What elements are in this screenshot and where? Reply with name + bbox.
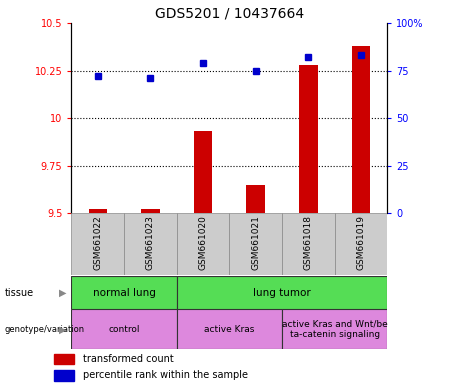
- Text: GSM661018: GSM661018: [304, 215, 313, 270]
- Text: ▶: ▶: [59, 324, 66, 334]
- Bar: [177, 213, 229, 275]
- Bar: [71, 276, 177, 309]
- Text: normal lung: normal lung: [93, 288, 155, 298]
- Title: GDS5201 / 10437664: GDS5201 / 10437664: [155, 7, 304, 20]
- Text: percentile rank within the sample: percentile rank within the sample: [83, 370, 248, 381]
- Text: active Kras: active Kras: [204, 325, 254, 334]
- Text: GSM661021: GSM661021: [251, 215, 260, 270]
- Text: control: control: [108, 325, 140, 334]
- Text: genotype/variation: genotype/variation: [5, 325, 85, 334]
- Text: ▶: ▶: [59, 288, 66, 298]
- Bar: [229, 213, 282, 275]
- Bar: [54, 370, 75, 381]
- Text: GSM661023: GSM661023: [146, 215, 155, 270]
- Bar: [282, 213, 335, 275]
- Bar: [54, 354, 75, 364]
- Text: GSM661022: GSM661022: [93, 215, 102, 270]
- Text: GSM661019: GSM661019: [356, 215, 366, 270]
- Bar: [141, 209, 160, 213]
- Text: transformed count: transformed count: [83, 354, 173, 364]
- Text: tissue: tissue: [5, 288, 34, 298]
- Bar: [282, 309, 387, 349]
- Bar: [299, 65, 318, 213]
- Text: GSM661020: GSM661020: [199, 215, 207, 270]
- Text: lung tumor: lung tumor: [253, 288, 311, 298]
- Text: active Kras and Wnt/be
ta-catenin signaling: active Kras and Wnt/be ta-catenin signal…: [282, 319, 388, 339]
- Bar: [335, 213, 387, 275]
- Bar: [352, 46, 370, 213]
- Bar: [194, 131, 212, 213]
- Bar: [177, 309, 282, 349]
- Bar: [247, 185, 265, 213]
- Bar: [124, 213, 177, 275]
- Bar: [71, 309, 177, 349]
- Bar: [89, 209, 107, 213]
- Bar: [71, 213, 124, 275]
- Bar: [177, 276, 387, 309]
